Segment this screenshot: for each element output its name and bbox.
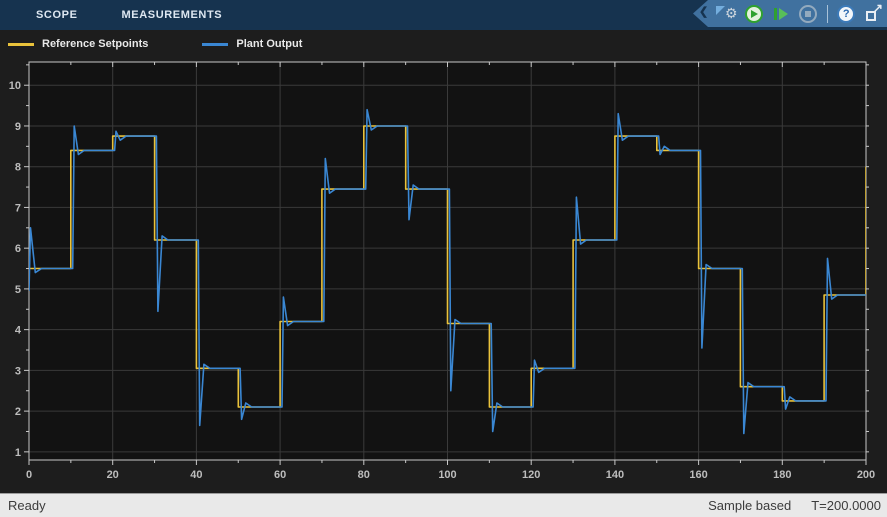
toolbar-divider — [826, 4, 828, 23]
plot-area: Reference Setpoints Plant Output 1 2 3 4 5 6 7… — [0, 30, 887, 493]
svg-text:200: 200 — [857, 469, 875, 481]
svg-text:2: 2 — [15, 406, 21, 418]
run-icon — [744, 4, 763, 23]
help-button[interactable]: ? — [834, 1, 859, 27]
scope-header: SCOPE MEASUREMENTS ❮ ? — [0, 0, 887, 30]
run-button[interactable] — [741, 1, 766, 27]
svg-text:100: 100 — [438, 469, 456, 481]
ribbon-tabs: SCOPE MEASUREMENTS — [36, 0, 887, 30]
status-bar: Ready Sample based T=200.0000 — [0, 493, 887, 517]
svg-text:10: 10 — [9, 80, 21, 92]
status-ready: Ready — [8, 498, 46, 513]
legend-label: Reference Setpoints — [42, 38, 149, 50]
simulation-settings-button[interactable] — [714, 1, 739, 27]
svg-text:180: 180 — [773, 469, 791, 481]
tab-scope[interactable]: SCOPE — [36, 9, 78, 21]
svg-text:140: 140 — [606, 469, 624, 481]
simulation-settings-gear-icon — [715, 4, 738, 23]
legend-item-plant-output[interactable]: Plant Output — [202, 38, 302, 50]
popout-button[interactable] — [861, 1, 886, 27]
svg-text:160: 160 — [689, 469, 707, 481]
svg-text:6: 6 — [15, 243, 21, 255]
svg-text:8: 8 — [15, 162, 21, 174]
legend-item-reference-setpoints[interactable]: Reference Setpoints — [8, 38, 148, 50]
legend: Reference Setpoints Plant Output — [8, 34, 302, 54]
svg-text:20: 20 — [107, 469, 119, 481]
svg-text:60: 60 — [274, 469, 286, 481]
svg-text:5: 5 — [15, 284, 21, 296]
tab-measurements[interactable]: MEASUREMENTS — [121, 9, 223, 21]
svg-text:4: 4 — [15, 325, 22, 337]
svg-text:7: 7 — [15, 202, 21, 214]
svg-text:40: 40 — [190, 469, 202, 481]
legend-swatch — [8, 42, 34, 46]
svg-text:0: 0 — [26, 469, 32, 481]
stop-button[interactable] — [796, 1, 821, 27]
legend-label: Plant Output — [236, 38, 303, 50]
step-forward-button[interactable] — [768, 1, 793, 27]
stop-icon — [799, 4, 818, 23]
svg-text:120: 120 — [522, 469, 540, 481]
svg-text:1: 1 — [15, 447, 21, 459]
popout-icon — [865, 1, 883, 21]
step-forward-icon — [774, 8, 788, 20]
svg-text:80: 80 — [358, 469, 370, 481]
help-icon: ? — [837, 4, 856, 23]
chevron-left-icon: ❮ — [699, 6, 709, 18]
status-sample-mode: Sample based — [708, 498, 792, 513]
legend-swatch — [202, 42, 229, 46]
status-sim-time: T=200.0000 — [811, 498, 881, 513]
svg-text:9: 9 — [15, 121, 21, 133]
simulation-toolbar: ❮ ? — [693, 0, 887, 27]
svg-text:3: 3 — [15, 365, 21, 377]
